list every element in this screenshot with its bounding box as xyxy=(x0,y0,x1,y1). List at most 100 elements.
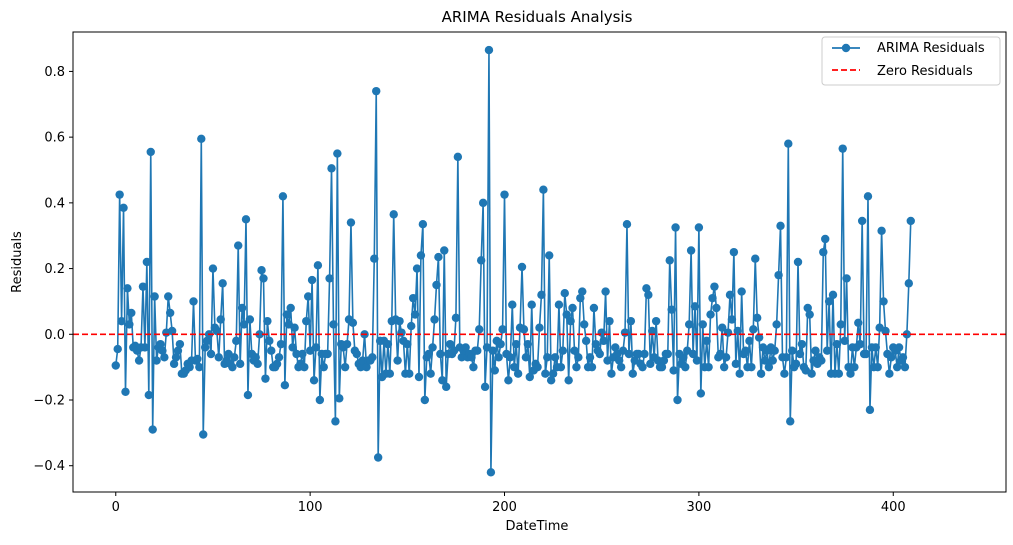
residual-point xyxy=(787,346,797,355)
residual-point xyxy=(428,343,437,352)
residual-point xyxy=(333,149,342,158)
residual-point xyxy=(134,356,144,365)
x-tick-label: 0 xyxy=(112,500,120,515)
residual-point xyxy=(885,369,894,378)
residual-point xyxy=(164,292,173,301)
residual-point xyxy=(523,339,533,349)
residual-point xyxy=(218,279,227,288)
residual-point xyxy=(486,468,496,477)
residual-point xyxy=(469,362,478,372)
residual-point xyxy=(805,310,814,319)
residual-point xyxy=(403,339,412,349)
residual-point xyxy=(251,353,260,362)
residual-point xyxy=(663,349,672,359)
residual-point xyxy=(822,346,832,355)
residual-point xyxy=(453,152,463,162)
x-tick-label: 100 xyxy=(298,500,323,515)
residual-point xyxy=(255,330,264,339)
residual-point xyxy=(228,362,237,372)
residual-point xyxy=(665,256,674,265)
residual-point xyxy=(418,220,428,229)
residual-point xyxy=(892,362,902,372)
residual-point xyxy=(729,247,739,257)
residual-point xyxy=(506,353,515,362)
residual-point xyxy=(432,280,441,290)
residual-point xyxy=(150,292,159,301)
residual-point xyxy=(383,339,393,349)
residual-point xyxy=(467,353,476,362)
residual-point xyxy=(300,362,309,372)
residual-point xyxy=(780,369,789,378)
residual-point xyxy=(288,343,297,352)
residual-point xyxy=(311,343,321,352)
residual-point xyxy=(597,328,606,337)
residual-point xyxy=(733,326,742,336)
x-axis: 0 100 200 300 400 xyxy=(112,492,906,515)
residual-point xyxy=(671,223,680,232)
residual-point xyxy=(348,318,358,327)
residual-point xyxy=(461,343,470,352)
residual-point xyxy=(564,376,573,385)
residual-point xyxy=(138,282,148,291)
residual-point xyxy=(237,303,247,313)
residual-point xyxy=(298,349,307,359)
plot-area xyxy=(73,45,1006,477)
residual-point xyxy=(517,262,527,272)
residual-point xyxy=(158,346,167,355)
residual-point xyxy=(871,343,880,352)
residual-point xyxy=(548,369,558,378)
residual-point xyxy=(498,325,507,334)
residual-point xyxy=(335,394,344,403)
residual-point xyxy=(527,300,536,309)
residual-point xyxy=(494,353,503,362)
x-tick-label: 400 xyxy=(881,500,906,515)
residual-point xyxy=(653,356,663,365)
residual-point xyxy=(819,247,828,257)
residual-point xyxy=(599,336,608,346)
residual-point xyxy=(595,349,604,359)
residual-point xyxy=(113,344,122,354)
residual-point xyxy=(861,349,871,359)
residual-point xyxy=(710,282,719,291)
residual-point xyxy=(212,326,222,336)
residual-point xyxy=(319,362,328,372)
residual-point xyxy=(440,246,449,255)
residual-point xyxy=(424,349,433,359)
y-tick-label: 0.6 xyxy=(44,131,65,146)
residual-point xyxy=(490,366,499,375)
residual-point xyxy=(259,274,268,283)
residual-point xyxy=(840,336,849,346)
residual-point xyxy=(782,353,791,362)
residual-point xyxy=(753,313,762,323)
residual-point xyxy=(708,293,717,303)
residual-point xyxy=(290,323,299,332)
residual-point xyxy=(764,362,774,372)
residual-point xyxy=(651,316,661,326)
residual-point xyxy=(795,349,805,359)
residual-point xyxy=(568,303,577,313)
residual-point xyxy=(508,300,517,309)
residual-point xyxy=(167,326,177,336)
residual-point xyxy=(480,382,490,392)
residual-point xyxy=(793,257,803,267)
residual-point xyxy=(434,252,443,262)
residual-point xyxy=(438,376,447,385)
legend-label-residuals: ARIMA Residuals xyxy=(877,41,985,56)
residual-point xyxy=(712,303,721,313)
residual-point xyxy=(119,203,128,212)
residual-point xyxy=(803,303,812,313)
residual-point xyxy=(718,323,727,332)
residual-point xyxy=(622,220,632,229)
residual-point xyxy=(195,362,204,372)
residual-point xyxy=(807,369,816,378)
residual-point xyxy=(267,346,276,355)
residual-point xyxy=(898,353,908,362)
residual-point xyxy=(681,362,690,372)
residual-point xyxy=(857,216,867,226)
residual-point xyxy=(202,336,212,346)
residual-point xyxy=(741,346,750,355)
residual-point xyxy=(146,147,155,157)
y-tick-label: 0.8 xyxy=(44,65,65,80)
residual-point xyxy=(282,310,292,319)
residual-point xyxy=(408,293,418,303)
